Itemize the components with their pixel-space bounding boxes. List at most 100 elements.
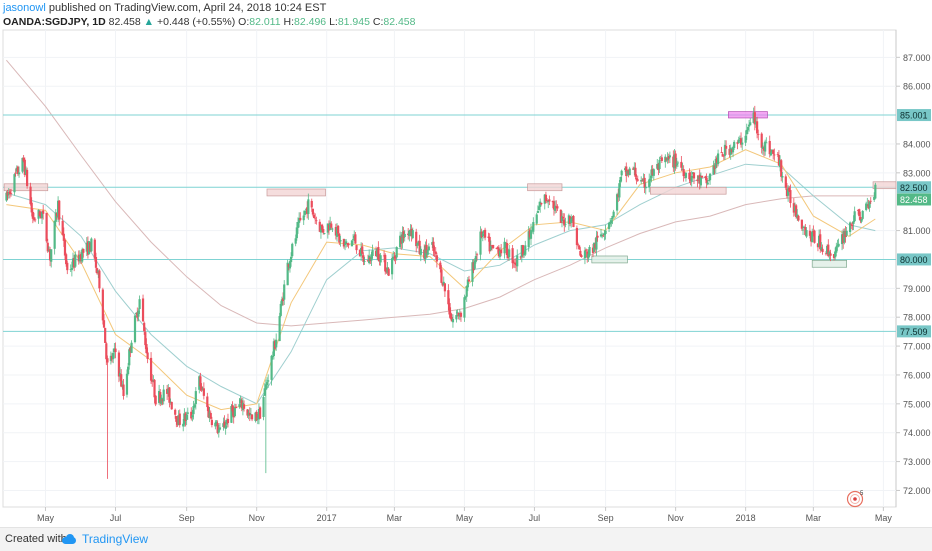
candle-body [556, 206, 559, 209]
candle-body [612, 211, 615, 218]
candle-body [286, 262, 289, 286]
candle-body [861, 211, 864, 219]
x-tick-label: Mar [806, 513, 822, 523]
tradingview-link[interactable]: TradingView [60, 532, 148, 546]
candle-body [820, 247, 823, 251]
candle-body [226, 418, 230, 424]
candle-body [161, 399, 164, 402]
candle-body [339, 240, 342, 242]
horizontal-levels[interactable]: 85.001 82.500 80.000 77.509 82.458 [3, 109, 931, 338]
candle-body [784, 176, 787, 188]
candle-body [351, 239, 355, 241]
candle-body [458, 314, 461, 317]
candle-body [135, 313, 138, 315]
candle-body [443, 283, 447, 292]
candle-body [811, 231, 814, 243]
candle-body [757, 134, 760, 135]
candle-body [89, 242, 92, 252]
candle-body [335, 227, 339, 237]
candle-body [716, 153, 720, 165]
candle-body [38, 211, 41, 217]
candle-body [225, 419, 228, 425]
candle-body [851, 225, 854, 226]
candle-body [795, 205, 798, 218]
candle-body [264, 384, 267, 390]
candle-body [746, 126, 750, 131]
candle-body [471, 262, 474, 282]
candle-body [208, 412, 211, 418]
candle-body [578, 245, 581, 250]
candle-body [803, 227, 806, 228]
candle-body [121, 384, 124, 386]
candle-body [234, 406, 238, 409]
author-link[interactable]: jasonowl [3, 2, 46, 14]
candle-body [707, 180, 711, 182]
candle-body [521, 245, 525, 256]
zone-box-red [872, 181, 897, 190]
candle-body [162, 389, 165, 402]
level-price-tag [897, 109, 931, 122]
candle-body [411, 230, 414, 239]
candle-body [29, 186, 32, 205]
candle-body [32, 217, 36, 220]
candle-body [47, 250, 51, 252]
candle-body [146, 352, 149, 359]
tradingview-badge-icon[interactable]: 5 [846, 490, 864, 508]
candle-body [46, 242, 49, 252]
candle-body [723, 144, 727, 156]
candle-body [580, 255, 583, 258]
candle-body [410, 228, 413, 237]
candle-body [303, 210, 306, 215]
candle-body [690, 175, 693, 182]
candle-body [358, 249, 362, 257]
level-price-tag [897, 325, 931, 338]
candle-body [24, 169, 28, 175]
candle-body [853, 211, 856, 222]
time-axis[interactable]: May Jul Sep Nov 2017 Mar May Jul Sep Nov 2018 Mar Ma… [37, 507, 892, 523]
candle-body [475, 254, 479, 256]
candle-body [314, 218, 317, 220]
symbol-label[interactable]: OANDA:SGDJPY, 1D [3, 16, 106, 28]
candle-body [377, 246, 380, 260]
zone-boxes[interactable] [3, 111, 897, 268]
candle-body [648, 179, 651, 188]
candle-body [296, 222, 300, 228]
candle-body [524, 245, 527, 255]
candle-body [859, 217, 862, 221]
open-value: 82.011 [249, 16, 281, 28]
candle-body [87, 241, 91, 254]
candle-body [699, 177, 702, 186]
candle-body [331, 228, 334, 230]
candle-body [137, 310, 140, 317]
candle-body [342, 238, 346, 247]
candle-body [583, 250, 587, 259]
y-tick-label: 77.000 [903, 342, 931, 352]
x-tick-label: May [456, 513, 474, 523]
x-tick-label: 2018 [736, 513, 756, 523]
candle-body [725, 145, 728, 149]
candle-body [607, 222, 611, 229]
candle-body [482, 230, 486, 234]
candle-body [858, 209, 861, 217]
candle-body [434, 251, 437, 254]
candle-body [30, 202, 33, 213]
candle-body [191, 415, 194, 418]
candle-body [240, 400, 243, 409]
price-axis[interactable]: 87.000 86.000 84.000 83.000 81.000 79.000 78.0… [896, 53, 931, 496]
candle-body [337, 225, 340, 234]
candle-body [451, 318, 455, 323]
y-tick-label: 72.000 [903, 486, 931, 496]
candle-body [634, 167, 637, 177]
candle-body [13, 174, 16, 193]
candle-body [660, 157, 663, 161]
candle-body [93, 239, 96, 259]
y-tick-label: 86.000 [903, 82, 931, 92]
candle-body [560, 216, 564, 222]
candle-body [674, 153, 677, 167]
candle-body [610, 220, 613, 224]
candle-body [730, 149, 733, 152]
candle-body [201, 388, 204, 390]
candle-body [792, 203, 795, 213]
candle-body [539, 201, 542, 207]
